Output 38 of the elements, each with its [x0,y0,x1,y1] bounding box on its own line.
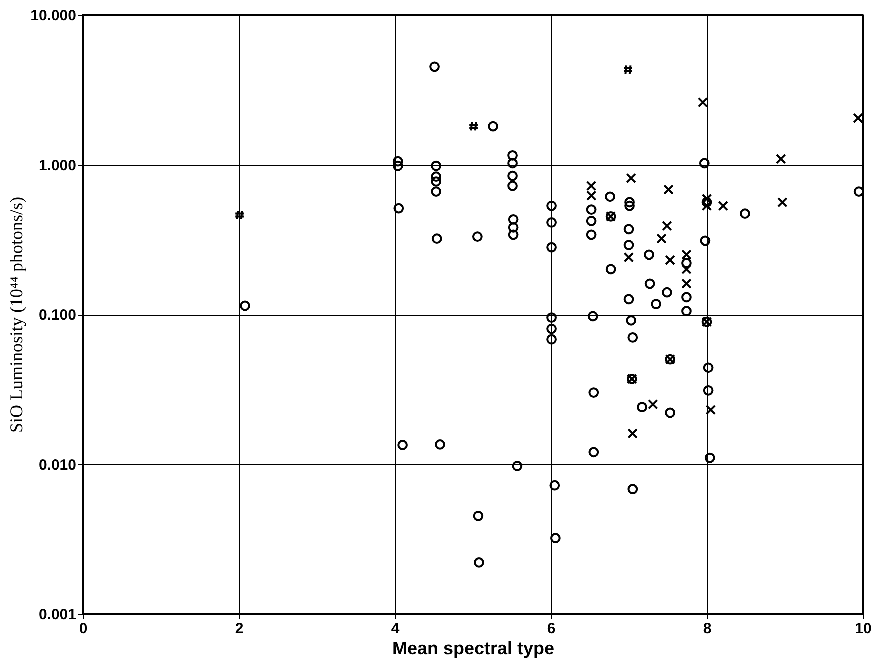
point [648,399,658,410]
point [626,173,637,184]
point [586,180,597,192]
x-tick-label: 10 [855,620,872,638]
point [623,64,634,76]
point [626,374,638,384]
point [718,200,729,212]
point [682,250,692,260]
x-axis-title: Mean spectral type [392,638,555,658]
point [706,404,716,416]
point [665,354,676,365]
y-tick-label: 1.000 [38,157,76,174]
x-tick-label: 6 [547,620,556,638]
y-tick-label: 10.000 [30,8,76,24]
point [682,278,692,290]
point [698,97,708,108]
y-tick-label: 0.010 [38,456,76,474]
point [702,316,712,328]
point [628,428,638,439]
point [662,220,672,232]
point [665,255,676,266]
point [606,212,616,222]
point [234,210,245,220]
x-tick-label: 4 [391,620,400,638]
x-tick-label: 2 [235,620,244,638]
x-tick-label: 8 [703,620,712,638]
point [777,197,788,208]
point [468,121,479,132]
point [853,113,864,124]
point [586,190,597,202]
x-tick-label: 0 [79,620,88,638]
y-tick-label: 0.100 [38,307,76,324]
point [664,184,674,196]
point [624,252,634,263]
point [776,154,786,164]
point [656,234,667,244]
y-axis-title: SiO Luminosity (10⁴⁴ photons/s) [6,196,27,434]
y-tick-label: 0.001 [38,606,76,624]
